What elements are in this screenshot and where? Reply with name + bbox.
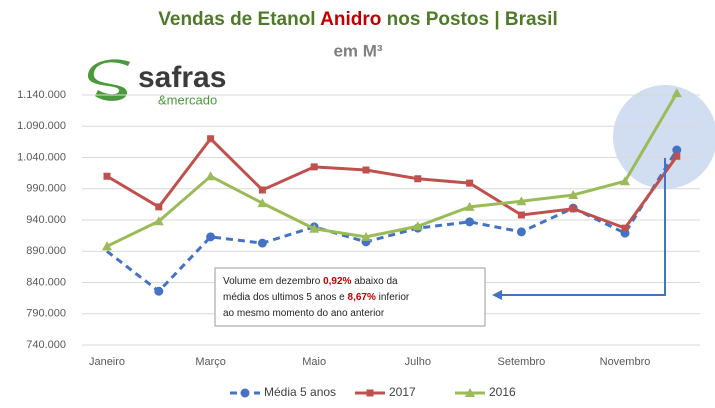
- marker: [673, 152, 681, 160]
- y-tick-label: 840.000: [26, 276, 66, 288]
- marker: [207, 135, 215, 143]
- marker: [102, 241, 112, 251]
- marker: [103, 172, 111, 180]
- annotation-line: Volume em dezembro 0,92% abaixo da: [223, 276, 398, 287]
- x-tick-label: Janeiro: [89, 356, 125, 368]
- series-line: [106, 149, 679, 294]
- y-tick-label: 1.040.000: [17, 151, 66, 163]
- logo-mark: [88, 59, 130, 101]
- marker: [153, 216, 164, 226]
- annotation-line: ao mesmo momento do ano anterior: [223, 308, 385, 319]
- legend-label: 2016: [489, 385, 516, 399]
- y-tick-label: 890.000: [26, 245, 66, 257]
- logo-tagline: &mercado: [158, 92, 217, 107]
- marker: [361, 231, 371, 241]
- x-tick-label: Novembro: [600, 356, 651, 368]
- legend-marker: [465, 388, 475, 397]
- y-tick-label: 990.000: [26, 183, 66, 195]
- x-tick-label: Julho: [405, 356, 431, 368]
- marker: [412, 221, 423, 231]
- series-line: [106, 92, 679, 248]
- series-line: [106, 136, 679, 230]
- marker: [257, 238, 267, 248]
- marker: [466, 179, 474, 187]
- marker: [257, 198, 268, 208]
- y-tick-label: 1.090.000: [17, 120, 66, 132]
- marker: [310, 163, 318, 171]
- marker: [517, 211, 525, 219]
- marker: [258, 186, 266, 194]
- y-tick-label: 1.140.000: [17, 89, 66, 101]
- marker: [672, 145, 682, 155]
- y-tick-label: 790.000: [26, 308, 66, 320]
- y-tick-label: 940.000: [26, 214, 66, 226]
- y-tick-label: 740.000: [26, 339, 66, 351]
- legend-marker: [240, 388, 250, 398]
- arrow-head: [492, 290, 502, 300]
- marker: [414, 175, 422, 183]
- marker: [464, 201, 475, 211]
- marker: [516, 196, 527, 206]
- legend-label: 2017: [389, 385, 416, 399]
- arrow: [500, 158, 666, 296]
- legend-label: Média 5 anos: [264, 385, 336, 399]
- logo: safras &mercado: [88, 59, 226, 107]
- marker: [205, 171, 216, 181]
- highlight-circle: [613, 85, 715, 189]
- marker: [206, 232, 216, 242]
- marker: [465, 217, 475, 227]
- x-tick-label: Maio: [302, 356, 326, 368]
- marker: [362, 166, 370, 174]
- chart-subtitle: em M³: [333, 41, 382, 60]
- marker: [309, 223, 320, 233]
- marker: [620, 176, 630, 186]
- marker: [155, 203, 163, 211]
- legend-marker: [366, 389, 374, 397]
- logo-name: safras: [138, 61, 226, 94]
- chart-title: Vendas de Etanol Anidro nos Postos | Bra…: [158, 9, 558, 30]
- x-tick-label: Setembro: [498, 356, 546, 368]
- annotation-box: [214, 267, 486, 327]
- annotation-line: média dos ultimos 5 anos e 8,67% inferio…: [223, 292, 410, 303]
- x-tick-label: Março: [195, 356, 226, 368]
- marker: [621, 224, 629, 232]
- marker: [671, 88, 682, 98]
- marker: [154, 286, 164, 296]
- marker: [516, 227, 526, 237]
- marker: [568, 190, 579, 199]
- marker: [569, 205, 577, 213]
